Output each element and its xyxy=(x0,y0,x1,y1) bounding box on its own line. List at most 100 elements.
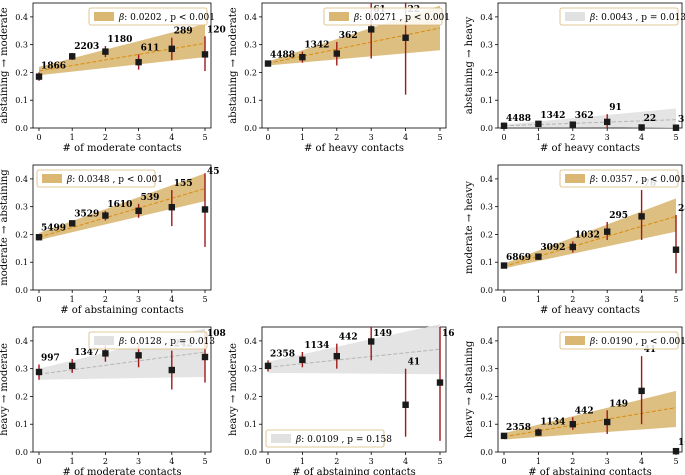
count-label: 149 xyxy=(609,399,628,409)
data-point xyxy=(672,124,680,131)
data-point xyxy=(368,338,375,345)
x-tick-label: 2 xyxy=(570,133,575,142)
count-label: 1342 xyxy=(540,111,565,121)
legend-text: β: 0.0202 , p < 0.001 xyxy=(118,13,215,23)
y-tick-label: 0.2 xyxy=(15,392,28,401)
y-axis-label: abstaining → moderate xyxy=(0,7,10,123)
legend-text: β: 0.0109 , p = 0.158 xyxy=(295,435,392,445)
panel-5: 0.0 0.1 0.2 0.3 0.4 0 1 2 3 4 5 # of heavy contacts… xyxy=(464,164,685,316)
data-point xyxy=(333,50,340,57)
data-point xyxy=(569,121,576,128)
confidence-band xyxy=(39,23,205,76)
x-axis-label: # of abstaining contacts xyxy=(60,305,184,316)
x-tick-label: 3 xyxy=(136,133,141,142)
y-tick-label: 0.0 xyxy=(480,124,493,133)
data-point xyxy=(638,124,645,131)
y-tick-label: 0.3 xyxy=(15,41,28,50)
count-label: 1134 xyxy=(304,341,329,351)
data-point xyxy=(500,122,508,129)
x-tick-label: 5 xyxy=(437,457,442,466)
data-point xyxy=(569,243,576,251)
y-axis-label: abstaining → heavy xyxy=(464,16,475,114)
x-tick-label: 3 xyxy=(369,133,374,142)
x-tick-label: 5 xyxy=(673,133,678,142)
data-point xyxy=(604,418,611,426)
beta-value: 0.0128 xyxy=(130,337,162,347)
x-tick-label: 3 xyxy=(136,457,141,466)
legend: β: 0.0190 , p < 0.001 xyxy=(559,331,685,350)
x-tick-label: 4 xyxy=(403,133,408,142)
count-label: 362 xyxy=(339,31,358,41)
y-tick-label: 0.1 xyxy=(480,420,493,429)
y-axis-label: moderate → abstaining xyxy=(0,169,10,286)
data-point xyxy=(201,51,209,58)
y-tick-label: 0.4 xyxy=(244,337,257,346)
x-tick-label: 3 xyxy=(605,457,610,466)
y-tick-label: 0.2 xyxy=(244,392,257,401)
x-tick-label: 1 xyxy=(70,457,75,466)
count-label: 91 xyxy=(609,103,622,113)
y-tick-label: 0.2 xyxy=(15,230,28,239)
y-axis-label: heavy → abstaining xyxy=(464,340,475,438)
legend: β: 0.0202 , p < 0.001 xyxy=(88,7,215,26)
p-value: p = 0.013 xyxy=(641,13,685,23)
count-label: 1180 xyxy=(107,35,132,45)
data-point xyxy=(35,73,43,80)
x-tick-label: 1 xyxy=(300,133,305,142)
x-tick-label: 5 xyxy=(202,457,207,466)
count-label: 108 xyxy=(207,329,226,339)
legend-swatch xyxy=(94,12,114,21)
y-tick-label: 0.0 xyxy=(480,286,493,295)
count-label: 997 xyxy=(41,354,60,364)
data-point xyxy=(168,204,175,211)
p-value: p = 0.013 xyxy=(170,337,215,347)
legend-text: β: 0.0357 , p < 0.001 xyxy=(589,175,685,185)
legend-box xyxy=(559,169,679,188)
count-label: 3 xyxy=(678,115,684,125)
count-label: 3529 xyxy=(74,210,99,220)
count-label: 1032 xyxy=(575,230,600,240)
x-axis-label: # of abstaining contacts xyxy=(292,467,416,475)
x-tick-label: 5 xyxy=(437,133,442,142)
confidence-band xyxy=(504,390,676,440)
x-tick-label: 1 xyxy=(300,457,305,466)
plot-frame xyxy=(497,164,683,291)
legend-box xyxy=(88,331,208,350)
data-point xyxy=(500,262,508,269)
fit-line xyxy=(503,407,677,438)
x-tick-label: 1 xyxy=(70,133,75,142)
count-label: 1610 xyxy=(107,200,132,210)
panel-8: 0.0 0.1 0.2 0.3 0.4 0 1 2 3 4 5 # of abstaining con… xyxy=(464,326,685,475)
plot-frame xyxy=(261,326,447,453)
x-tick-label: 5 xyxy=(673,457,678,466)
y-axis-label: abstaining → moderate xyxy=(228,7,239,123)
data-point xyxy=(604,228,611,235)
data-point xyxy=(135,207,142,215)
x-tick-label: 0 xyxy=(501,295,506,304)
x-tick-label: 0 xyxy=(36,295,41,304)
x-tick-label: 4 xyxy=(403,457,408,466)
beta-value: 0.0109 xyxy=(307,435,339,445)
y-tick-label: 0.3 xyxy=(244,365,257,374)
confidence-band xyxy=(39,173,205,240)
data-point xyxy=(69,220,76,227)
count-label: 2358 xyxy=(270,349,295,359)
y-tick-label: 0.1 xyxy=(244,96,257,105)
x-axis-label: # of moderate contacts xyxy=(63,467,182,475)
legend-swatch xyxy=(565,336,585,345)
count-label: 4488 xyxy=(506,114,531,124)
count-label: 1347 xyxy=(74,348,99,358)
data-point xyxy=(168,45,175,53)
count-label: 45 xyxy=(207,167,220,177)
legend-swatch xyxy=(329,12,349,21)
x-tick-label: 2 xyxy=(334,457,339,466)
x-tick-label: 0 xyxy=(501,133,506,142)
x-tick-label: 0 xyxy=(36,457,41,466)
count-label: 5499 xyxy=(41,223,66,233)
beta-value: 0.0348 xyxy=(78,175,110,185)
beta-value: 0.0190 xyxy=(601,337,633,347)
data-point xyxy=(201,353,209,361)
count-label: 442 xyxy=(339,333,358,343)
legend: β: 0.0109 , p = 0.158 xyxy=(265,429,392,448)
x-tick-label: 2 xyxy=(103,295,108,304)
